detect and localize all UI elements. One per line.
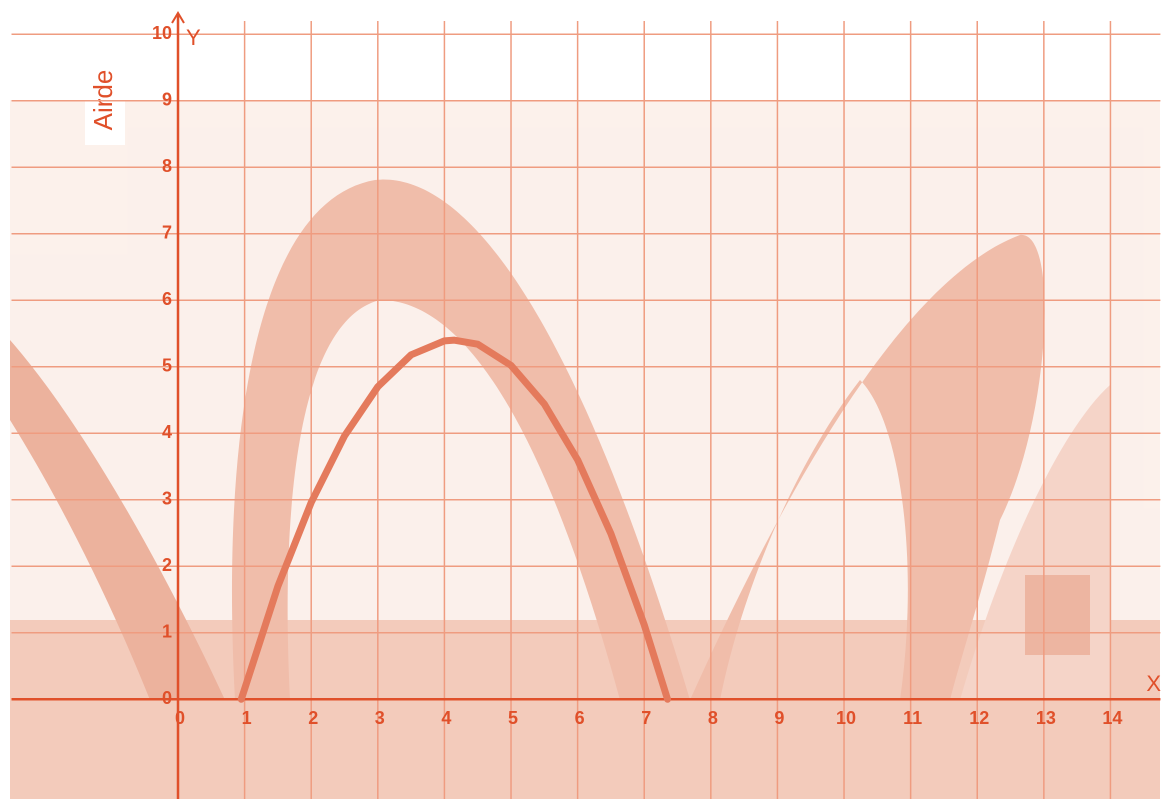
y-tick-label: 4 xyxy=(162,422,172,442)
plot: 01234567891011121314012345678910YX xyxy=(11,11,1161,799)
x-tick-label: 9 xyxy=(774,708,784,728)
x-tick-label: 13 xyxy=(1036,708,1056,728)
y-tick-label: 5 xyxy=(162,356,172,376)
y-tick-label: 7 xyxy=(162,223,172,243)
photo-arch xyxy=(690,234,1045,700)
x-tick-label: 8 xyxy=(708,708,718,728)
y-tick-label: 1 xyxy=(162,622,172,642)
y-tick-label: 8 xyxy=(162,156,172,176)
photo-building xyxy=(1025,575,1090,655)
photo-arch xyxy=(231,179,691,701)
title-box xyxy=(85,85,125,145)
axis-title: Airde xyxy=(88,70,118,131)
x-tick-label: 0 xyxy=(175,708,185,728)
y-tick-label: 6 xyxy=(162,289,172,309)
y-axis-label: Y xyxy=(186,25,201,50)
x-tick-label: 6 xyxy=(575,708,585,728)
y-tick-label: 2 xyxy=(162,555,172,575)
x-tick-label: 7 xyxy=(641,708,651,728)
x-tick-label: 3 xyxy=(375,708,385,728)
y-tick-label: 3 xyxy=(162,489,172,509)
y-tick-label: 10 xyxy=(152,23,172,43)
photo-arch xyxy=(10,340,225,700)
x-tick-label: 1 xyxy=(242,708,252,728)
x-tick-label: 2 xyxy=(308,708,318,728)
curve xyxy=(237,336,672,703)
x-tick-label: 4 xyxy=(441,708,451,728)
x-tick-label: 14 xyxy=(1102,708,1122,728)
x-tick-label: 5 xyxy=(508,708,518,728)
y-axis-arrow xyxy=(171,11,185,24)
x-tick-label: 10 xyxy=(836,708,856,728)
background-photo xyxy=(10,100,1160,799)
photo-ground xyxy=(10,620,1160,799)
x-tick-label: 11 xyxy=(903,708,922,728)
y-tick-label: 9 xyxy=(162,90,172,110)
x-axis-label: X xyxy=(1146,671,1161,696)
x-tick-label: 12 xyxy=(969,708,989,728)
